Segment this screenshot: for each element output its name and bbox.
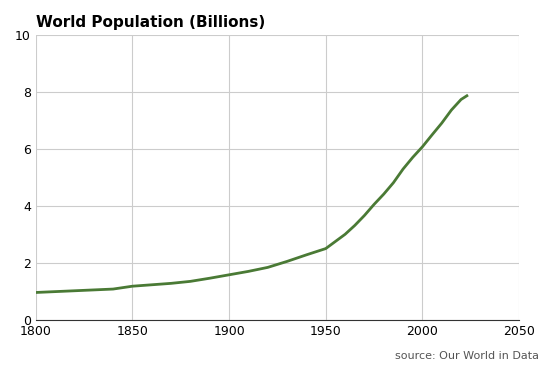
Text: source: Our World in Data: source: Our World in Data (395, 351, 539, 361)
Text: World Population (Billions): World Population (Billions) (36, 15, 265, 30)
